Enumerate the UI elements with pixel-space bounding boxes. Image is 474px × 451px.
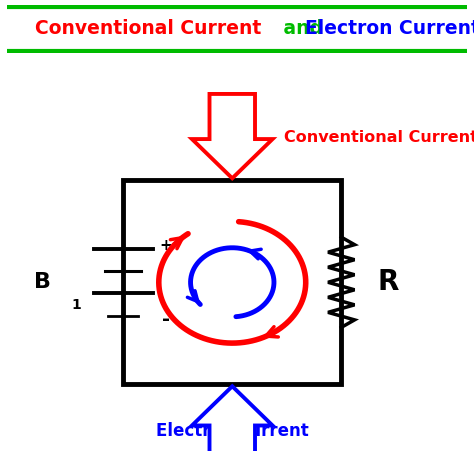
Text: Conventional Current: Conventional Current [35, 18, 261, 37]
Text: and: and [276, 18, 329, 37]
Text: R: R [378, 268, 400, 296]
Text: 1: 1 [71, 298, 81, 312]
FancyBboxPatch shape [2, 7, 472, 51]
Text: Electron current: Electron current [156, 423, 309, 440]
Text: Electron Current: Electron Current [305, 18, 474, 37]
Text: +: + [160, 238, 172, 253]
Text: -: - [162, 310, 170, 329]
Text: Conventional Current: Conventional Current [284, 129, 474, 145]
Bar [123, 180, 341, 384]
Polygon shape [192, 386, 273, 451]
Text: B: B [34, 272, 51, 292]
Polygon shape [192, 94, 273, 178]
